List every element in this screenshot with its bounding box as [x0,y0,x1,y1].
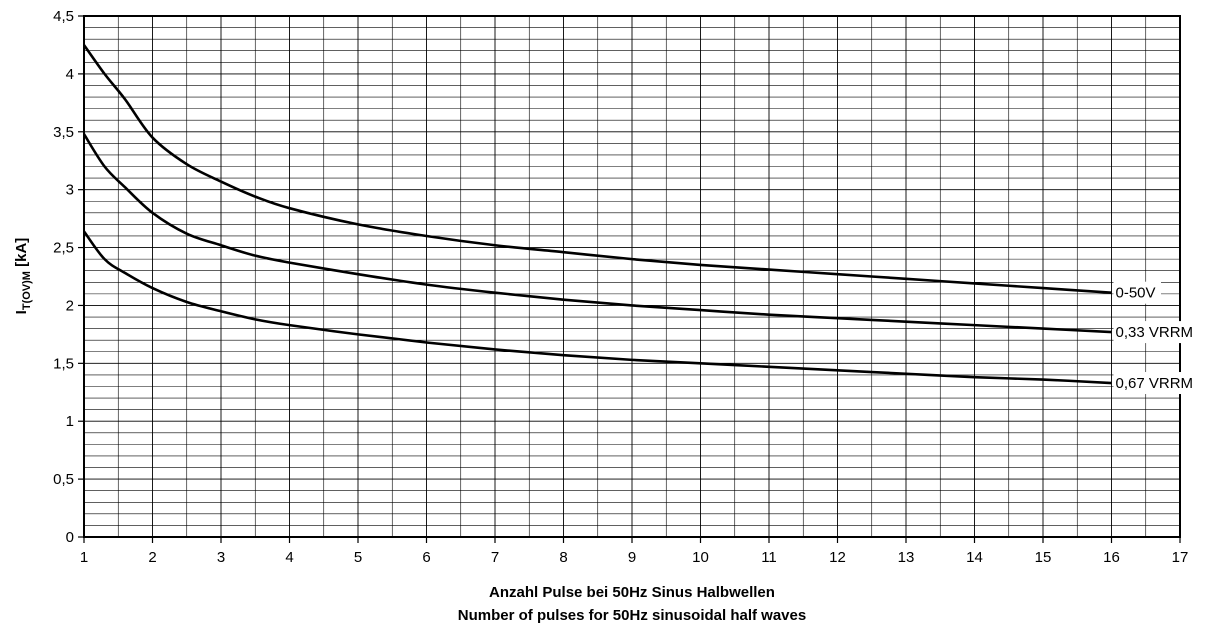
y-tick-label: 1 [66,413,74,430]
y-tick-label: 1,5 [53,355,74,372]
y-tick-label: 4,5 [53,8,74,25]
x-tick-label: 1 [80,549,88,566]
x-axis-title-line-1: Anzahl Pulse bei 50Hz Sinus Halbwellen [489,584,775,601]
series-label-background [1113,281,1161,304]
x-tick-label: 17 [1172,549,1189,566]
x-tick-label: 6 [422,549,430,566]
x-tick-label: 15 [1035,549,1052,566]
x-tick-label: 5 [354,549,362,566]
x-axis-title-line-2: Number of pulses for 50Hz sinusoidal hal… [458,607,806,624]
x-tick-label: 14 [966,549,983,566]
x-tick-label: 7 [491,549,499,566]
series-label-3: 0,67 VRRM [1116,375,1194,392]
y-tick-label: 3,5 [53,124,74,141]
x-tick-label: 13 [898,549,915,566]
x-tick-label: 16 [1103,549,1120,566]
series-line-3 [82,230,1112,385]
x-tick-label: 2 [148,549,156,566]
x-tick-label: 11 [761,549,777,566]
x-tick-label: 8 [559,549,567,566]
y-tick-label: 3 [66,182,74,199]
series-lines: 0-50V 0,33 VRRM 0,67 VRRM [82,44,1195,395]
series-label-background [1113,372,1195,395]
y-tick-label: 2 [66,297,74,314]
x-tick-label: 3 [217,549,225,566]
series-line-1 [82,44,1112,295]
x-tick-label: 10 [692,549,709,566]
grid [83,15,1181,538]
x-tick-label: 9 [628,549,636,566]
series-label-background [1113,321,1195,344]
tick-labels: 1 2 3 4 5 6 7 8 9 10 11 12 13 14 15 16 1700,511,522,533,… [53,8,1188,566]
series-label-1: 0-50V [1116,285,1156,302]
x-tick-label: 4 [285,549,293,566]
y-tick-label: 4 [66,66,74,83]
y-axis-title: IT(OV)M [kA] [13,238,33,315]
axes [78,15,1181,543]
y-tick-label: 2,5 [53,240,74,257]
x-tick-label: 12 [829,549,846,566]
y-tick-label: 0 [66,529,74,546]
series-label-2: 0,33 VRRM [1116,324,1194,341]
y-tick-label: 0,5 [53,471,74,488]
series-line-2 [82,133,1112,334]
y-axis-title-main: I [13,310,30,314]
y-axis-title-unit: [kA] [13,238,30,271]
y-axis-title-sub: T(OV)M [21,271,33,310]
